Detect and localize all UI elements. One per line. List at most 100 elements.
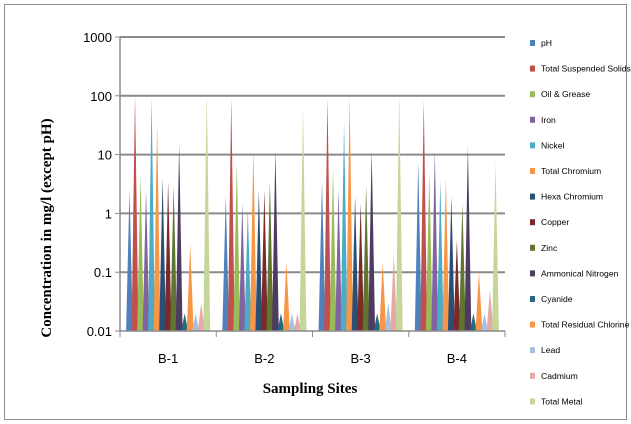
bar bbox=[436, 181, 444, 331]
bar bbox=[126, 190, 133, 331]
bar bbox=[186, 244, 194, 331]
bar bbox=[390, 254, 398, 331]
bar bbox=[148, 97, 155, 331]
bar bbox=[288, 313, 296, 331]
bar bbox=[431, 149, 439, 331]
bar bbox=[395, 93, 403, 331]
bar bbox=[324, 97, 331, 331]
bar bbox=[181, 313, 189, 331]
bar bbox=[294, 313, 301, 331]
bar bbox=[164, 181, 172, 331]
bar bbox=[137, 174, 144, 331]
bar bbox=[131, 94, 139, 331]
bar bbox=[271, 149, 279, 331]
legend-swatch bbox=[530, 219, 535, 226]
bar bbox=[227, 98, 235, 331]
legend-swatch bbox=[530, 244, 535, 251]
bar bbox=[335, 190, 342, 331]
legend-swatch bbox=[530, 270, 535, 277]
legend-swatch bbox=[530, 116, 535, 123]
bar bbox=[368, 149, 376, 331]
bar bbox=[192, 313, 200, 331]
bar bbox=[442, 177, 450, 331]
bar bbox=[238, 203, 246, 331]
bar bbox=[373, 313, 381, 331]
bar bbox=[492, 161, 499, 331]
bar bbox=[249, 149, 257, 331]
bar bbox=[175, 144, 183, 331]
bar bbox=[475, 272, 483, 331]
legend-swatch bbox=[530, 372, 535, 379]
legend-label: Cadmium bbox=[541, 371, 578, 381]
bar bbox=[425, 172, 433, 331]
x-tick-label: B-3 bbox=[351, 351, 371, 366]
x-axis-title: Sampling Sites bbox=[263, 381, 358, 397]
chart-frame bbox=[4, 4, 627, 420]
legend-label: pH bbox=[541, 38, 552, 48]
legend-label: Zinc bbox=[541, 243, 558, 253]
bar bbox=[299, 106, 307, 332]
bar bbox=[362, 185, 370, 331]
bar bbox=[384, 302, 392, 331]
bar bbox=[266, 181, 274, 331]
bar bbox=[420, 99, 428, 331]
legend-label: Oil & Grease bbox=[541, 89, 590, 99]
bar bbox=[458, 203, 466, 331]
bar bbox=[379, 261, 387, 331]
legend-label: Lead bbox=[541, 345, 560, 355]
bar bbox=[283, 261, 290, 331]
bar bbox=[481, 313, 488, 331]
bar bbox=[340, 122, 348, 332]
x-tick-label: B-1 bbox=[158, 351, 178, 366]
bar bbox=[170, 185, 178, 331]
legend-label: Cyanide bbox=[541, 294, 573, 304]
bar bbox=[453, 240, 461, 331]
legend-label: Ammonical Nitrogen bbox=[541, 268, 619, 278]
y-tick-label: 100 bbox=[90, 89, 112, 104]
legend-swatch bbox=[530, 91, 535, 98]
bar bbox=[233, 163, 241, 331]
legend-label: Iron bbox=[541, 115, 556, 125]
y-axis-title: Concentration in mg/l (except pH) bbox=[38, 118, 55, 338]
bar bbox=[222, 195, 230, 331]
bar bbox=[346, 95, 354, 331]
bar-layer bbox=[126, 91, 499, 332]
legend-swatch bbox=[530, 347, 535, 354]
bar bbox=[357, 203, 365, 331]
bar bbox=[351, 195, 359, 331]
bar bbox=[464, 146, 472, 331]
legend-label: Total Residual Chlorine bbox=[541, 320, 630, 330]
bar bbox=[255, 190, 263, 331]
bar bbox=[486, 289, 494, 331]
y-tick-label: 1 bbox=[105, 206, 112, 221]
bar bbox=[244, 208, 252, 331]
bar bbox=[277, 313, 285, 331]
legend-swatch bbox=[530, 296, 535, 302]
legend-label: Hexa Chromium bbox=[541, 192, 603, 202]
legend: pH Total Suspended Solids Oil & Grease Iron… bbox=[530, 38, 631, 406]
bar bbox=[153, 122, 161, 332]
y-tick-label: 0.1 bbox=[94, 265, 112, 280]
legend-swatch bbox=[530, 40, 535, 46]
bar bbox=[329, 167, 337, 331]
legend-swatch bbox=[530, 321, 535, 328]
bar bbox=[203, 91, 211, 332]
x-tick-label: B-4 bbox=[447, 351, 467, 366]
bar bbox=[159, 177, 167, 331]
legend-label: Total Suspended Solids bbox=[541, 64, 631, 74]
bar bbox=[447, 195, 455, 331]
legend-label: Total Metal bbox=[541, 396, 583, 406]
legend-swatch bbox=[530, 168, 535, 174]
legend-label: Total Chromium bbox=[541, 166, 601, 176]
bar bbox=[414, 161, 422, 331]
bar bbox=[260, 190, 268, 331]
x-tick-label: B-2 bbox=[254, 351, 274, 366]
axis-layer: 0.01 0.1 1 10 100 1000 B-1 B-2 B-3 B-4 bbox=[83, 30, 506, 366]
legend-swatch bbox=[530, 142, 535, 149]
legend-swatch bbox=[530, 65, 535, 72]
bar bbox=[318, 181, 326, 331]
bar bbox=[142, 190, 150, 331]
bar bbox=[470, 313, 477, 331]
y-tick-label: 0.01 bbox=[87, 324, 112, 339]
